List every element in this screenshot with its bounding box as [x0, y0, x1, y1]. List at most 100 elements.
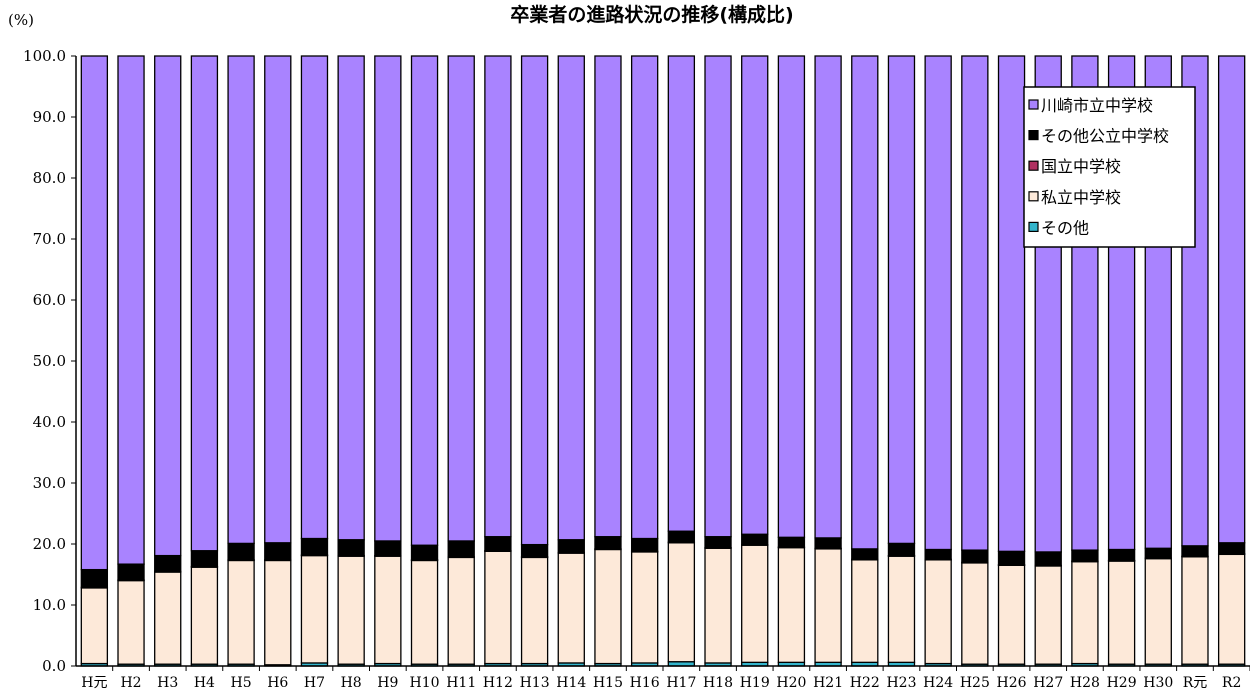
x-tick-label: H3 — [157, 675, 178, 691]
x-tick-label: H22 — [850, 675, 880, 691]
bar-segment — [80, 587, 109, 665]
bar-segment — [777, 547, 806, 663]
x-tick-label: H20 — [776, 675, 806, 691]
x-tick-label: H23 — [886, 675, 916, 691]
bar-stack — [520, 55, 549, 667]
x-tick-label: H7 — [304, 675, 325, 691]
bar-segment — [630, 55, 659, 540]
bar-segment — [264, 55, 292, 544]
bar-segment — [374, 55, 402, 542]
y-axis-unit-label: (%) — [8, 11, 34, 29]
legend-swatch — [1028, 191, 1039, 202]
bar-segment — [80, 55, 109, 571]
bar-segment — [337, 539, 365, 557]
bar-stack — [337, 55, 365, 667]
bar-segment — [887, 55, 916, 545]
bar-stack — [997, 55, 1026, 667]
bar-segment — [520, 556, 549, 665]
bar-segment — [777, 536, 806, 548]
x-tick-label: R元 — [1183, 675, 1208, 691]
y-tick-label: 70.0 — [33, 230, 66, 248]
bar-stack — [190, 55, 219, 667]
x-tick-label: H14 — [556, 675, 586, 691]
x-tick-label: H30 — [1143, 675, 1173, 691]
legend-swatch — [1028, 99, 1039, 110]
bar-segment — [117, 563, 145, 581]
bar-segment — [1181, 545, 1209, 557]
bar-stack — [851, 55, 879, 667]
bar-segment — [704, 55, 732, 538]
bar-segment — [300, 554, 329, 664]
bar-segment — [190, 566, 219, 665]
bar-segment — [117, 55, 145, 565]
x-tick-label: H24 — [923, 675, 953, 691]
bar-segment — [1107, 560, 1136, 665]
bar-segment — [520, 55, 549, 546]
bar-segment — [1217, 542, 1246, 555]
bar-stack — [154, 55, 182, 667]
bar-segment — [484, 55, 512, 538]
chart-title: 卒業者の進路状況の推移(構成比) — [510, 3, 793, 26]
bar-segment — [997, 550, 1026, 566]
bar-segment — [154, 571, 182, 665]
bar-segment — [557, 552, 585, 664]
bar-segment — [337, 55, 365, 541]
bar-segment — [1144, 557, 1172, 665]
x-tick-label: H13 — [520, 675, 550, 691]
legend-label: その他公立中学校 — [1041, 127, 1169, 146]
bar-stack — [924, 55, 952, 667]
x-tick-label: H28 — [1070, 675, 1100, 691]
bar-segment — [484, 550, 512, 665]
bar-segment — [374, 555, 402, 665]
x-tick-label: H19 — [740, 675, 770, 691]
bar-segment — [447, 540, 475, 558]
x-tick-label: H11 — [446, 675, 476, 691]
bar-segment — [1034, 551, 1062, 566]
y-tick-label: 100.0 — [23, 47, 66, 65]
y-tick-label: 80.0 — [33, 169, 66, 187]
bar-segment — [1107, 548, 1136, 562]
x-tick-label: H17 — [666, 675, 696, 691]
bar-segment — [117, 579, 145, 665]
bar-segment — [1217, 55, 1246, 544]
bar-segment — [741, 55, 769, 535]
bar-segment — [851, 55, 879, 550]
bar-segment — [447, 556, 475, 665]
x-tick-label: H12 — [483, 675, 513, 691]
y-tick-label: 0.0 — [42, 657, 66, 675]
bar-segment — [227, 559, 255, 665]
bar-segment — [557, 539, 585, 554]
bar-segment — [814, 55, 842, 539]
x-tick-label: H10 — [410, 675, 440, 691]
legend-swatch — [1028, 130, 1039, 141]
bar-segment — [667, 530, 696, 543]
bar-segment — [630, 551, 659, 664]
bar-stack — [410, 55, 439, 667]
bar-stack — [630, 55, 659, 667]
bar-stack — [777, 55, 806, 667]
bar-segment — [851, 559, 879, 663]
bar-stack — [667, 55, 696, 667]
bar-segment — [961, 55, 989, 551]
bar-segment — [337, 555, 365, 665]
bar-segment — [227, 55, 255, 545]
bar-segment — [80, 568, 109, 588]
x-axis-ticks: H元 H2 H3 H4 H5 H6 H7 H8 H9 H10 H11 H12 H13 H14 H15 H16 H… — [81, 666, 1250, 691]
bar-stack — [374, 55, 402, 667]
bar-stack — [447, 55, 475, 667]
bar-segment — [630, 537, 659, 552]
bar-stack — [741, 55, 769, 667]
bar-segment — [410, 55, 439, 546]
bar-segment — [924, 55, 952, 551]
bar-segment — [997, 564, 1026, 665]
bar-segment — [557, 55, 585, 541]
bar-segment — [1034, 565, 1062, 665]
bar-segment — [851, 548, 879, 560]
bar-segment — [1071, 549, 1099, 562]
bar-stack — [300, 55, 329, 667]
bar-segment — [887, 542, 916, 557]
x-tick-label: R2 — [1222, 675, 1241, 691]
bar-segment — [154, 55, 182, 557]
bar-stack — [704, 55, 732, 667]
